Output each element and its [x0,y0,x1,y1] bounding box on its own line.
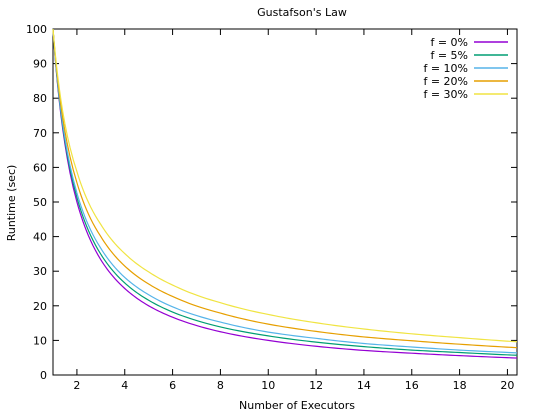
x-tick-label: 10 [261,379,275,392]
legend-label: f = 30% [423,88,468,101]
series-line-0 [52,28,518,359]
y-tick-label: 40 [33,231,47,244]
y-tick-label: 10 [33,334,47,347]
x-tick-label: 14 [357,379,371,392]
y-tick-label: 50 [33,196,47,209]
series-line-1 [52,28,518,356]
y-tick-label: 20 [33,300,47,313]
legend-label: f = 5% [430,49,468,62]
legend-label: f = 10% [423,62,468,75]
legend: f = 0%f = 5%f = 10%f = 20%f = 30% [423,36,508,101]
y-tick-label: 60 [33,161,47,174]
y-tick-label: 100 [26,23,47,36]
y-tick-label: 30 [33,265,47,278]
x-axis-label: Number of Executors [239,399,355,412]
legend-label: f = 0% [430,36,468,49]
y-tick-label: 80 [33,92,47,105]
x-tick-label: 16 [405,379,419,392]
y-tick-label: 0 [40,369,47,382]
axis-ticks: 0 10 20 30 40 50 60 70 80 90 100 2 4 6 8 10 12 14 16 18 20 [26,23,517,392]
y-tick-label: 90 [33,58,47,71]
series-line-2 [52,28,518,354]
x-tick-label: 20 [500,379,514,392]
x-tick-label: 8 [217,379,224,392]
x-tick-label: 4 [121,379,128,392]
x-tick-label: 6 [169,379,176,392]
x-tick-label: 18 [453,379,467,392]
legend-label: f = 20% [423,75,468,88]
series-line-3 [52,28,518,349]
y-tick-label: 70 [33,127,47,140]
x-tick-label: 12 [309,379,323,392]
series-line-4 [52,28,518,343]
series-lines [52,28,518,359]
x-tick-label: 2 [73,379,80,392]
chart-title: Gustafson's Law [257,6,347,19]
y-axis-label: Runtime (sec) [5,165,18,242]
